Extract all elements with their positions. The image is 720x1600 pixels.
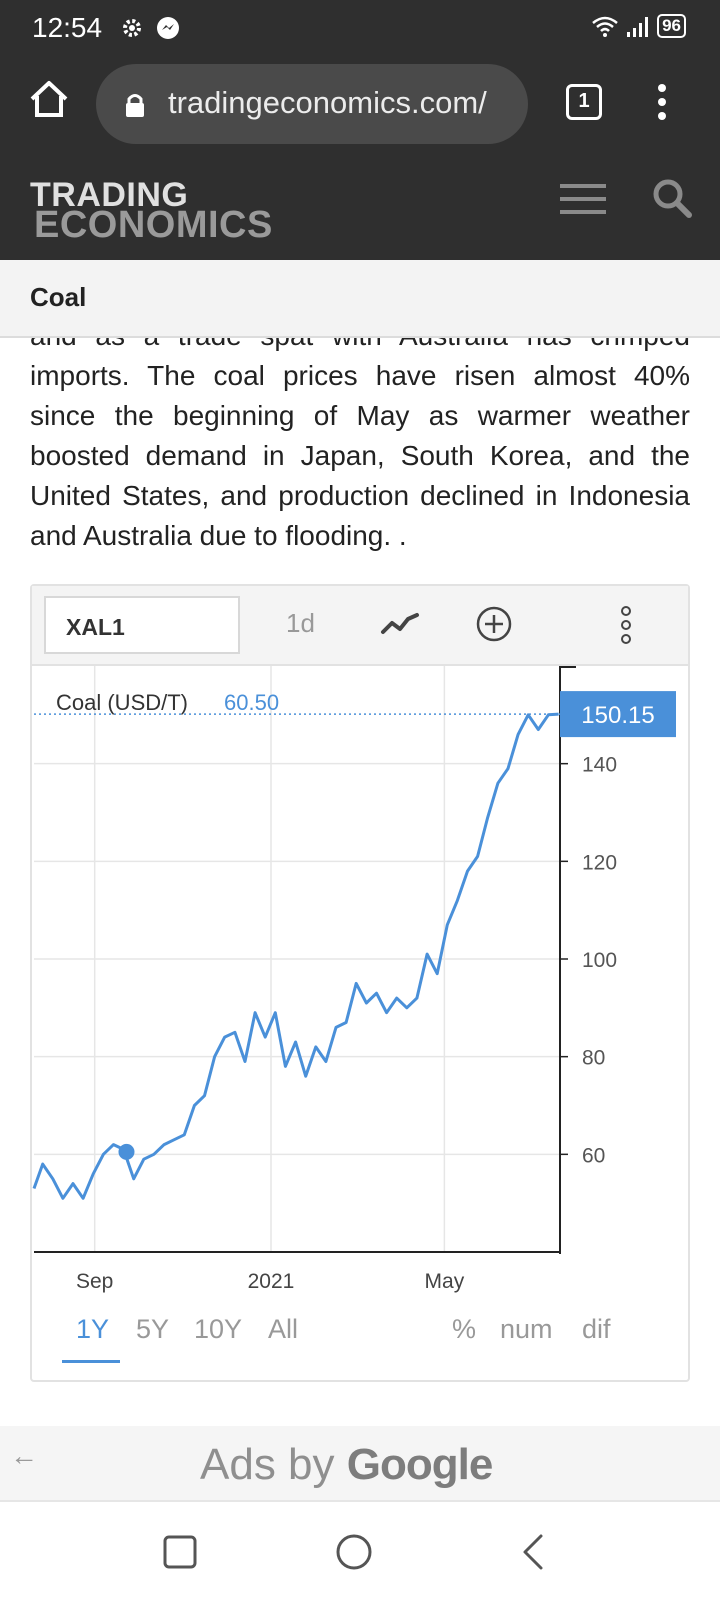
status-time: 12:54 <box>32 12 103 43</box>
range-5y[interactable]: 5Y <box>136 1314 170 1344</box>
last-value-label: 150.15 <box>581 702 654 729</box>
status-indicators: 96 <box>591 14 686 38</box>
back-icon[interactable] <box>514 1532 554 1572</box>
y-tick-label: 80 <box>582 1047 605 1070</box>
series-line <box>32 712 559 1200</box>
y-tick-label: 140 <box>582 754 617 777</box>
page-title-bar: Coal <box>0 260 720 338</box>
kebab-menu-icon[interactable] <box>652 82 672 122</box>
signal-icon <box>627 17 649 37</box>
browser-toolbar: tradingeconomics.com/ 1 <box>0 56 720 156</box>
page-title: Coal <box>30 282 87 312</box>
lock-icon <box>126 94 144 117</box>
gear-icon <box>123 19 141 37</box>
logo-line-2: ECONOMICS <box>34 204 273 246</box>
status-bar: 12:54 96 <box>0 0 720 56</box>
ads-brand: Google <box>346 1440 494 1489</box>
price-chart[interactable]: 60 80 100 120 140 Sep 2021 May Coal (USD/T) 60.50… <box>32 666 688 1302</box>
site-header: TRADING ECONOMICS <box>0 156 720 260</box>
back-arrow-icon[interactable]: ← <box>10 1440 38 1471</box>
home-circle-icon[interactable] <box>334 1532 374 1572</box>
x-tick-label: 2021 <box>248 1270 295 1293</box>
add-circle-icon[interactable] <box>474 604 514 644</box>
line-chart-icon[interactable] <box>380 610 420 640</box>
system-nav-bar <box>0 1502 720 1600</box>
messenger-icon <box>157 17 179 39</box>
ads-prefix: Ads by <box>200 1440 335 1489</box>
article-body: and as a trade spat with Australia has c… <box>0 338 720 570</box>
symbol-input[interactable]: XAL1 <box>44 596 240 654</box>
range-all[interactable]: All <box>268 1314 299 1344</box>
y-tick-label: 120 <box>582 851 617 874</box>
logo-line-1: TRADING <box>30 176 189 214</box>
range-10y[interactable]: 10Y <box>194 1314 243 1344</box>
chart-toolbar: XAL1 1d <box>32 586 688 666</box>
vertical-dots-icon[interactable] <box>620 606 632 644</box>
address-bar[interactable]: tradingeconomics.com/ <box>96 64 528 144</box>
range-1y[interactable]: 1Y <box>76 1314 110 1344</box>
chart-widget: XAL1 1d 60 80 100 120 140 Sep 2021 May Coal (USD… <box>30 584 690 1382</box>
article-text: and as a trade spat with Australia has c… <box>30 338 690 551</box>
readout-value: 60.50 <box>224 690 279 715</box>
readout-series-name: Coal (USD/T) <box>56 690 188 715</box>
ads-bar: ← Ads by Google <box>0 1426 720 1502</box>
last-value-tag <box>560 691 676 738</box>
url-text: tradingeconomics.com/ <box>168 85 487 120</box>
tab-switcher-icon[interactable]: 1 <box>566 84 602 120</box>
wifi-icon <box>592 16 618 37</box>
x-tick-label: May <box>425 1270 465 1293</box>
mode-dif[interactable]: dif <box>582 1314 611 1344</box>
battery-icon: 96 <box>657 14 686 38</box>
recent-apps-icon[interactable] <box>160 1532 200 1572</box>
highlight-point <box>118 1143 135 1160</box>
ads-label[interactable]: Ads by Google <box>200 1440 494 1490</box>
mode-percent[interactable]: % <box>452 1314 477 1344</box>
home-icon[interactable] <box>28 78 70 120</box>
y-tick-label: 60 <box>582 1144 605 1167</box>
mode-num[interactable]: num <box>500 1314 553 1344</box>
hamburger-icon[interactable] <box>560 182 606 216</box>
y-tick-label: 100 <box>582 949 617 972</box>
range-selector: 1Y 5Y 10Y All % num dif <box>32 1304 688 1366</box>
search-icon[interactable] <box>652 178 692 218</box>
interval-selector[interactable]: 1d <box>286 608 315 638</box>
selected-range-indicator <box>62 1360 120 1363</box>
x-tick-label: Sep <box>76 1270 113 1293</box>
